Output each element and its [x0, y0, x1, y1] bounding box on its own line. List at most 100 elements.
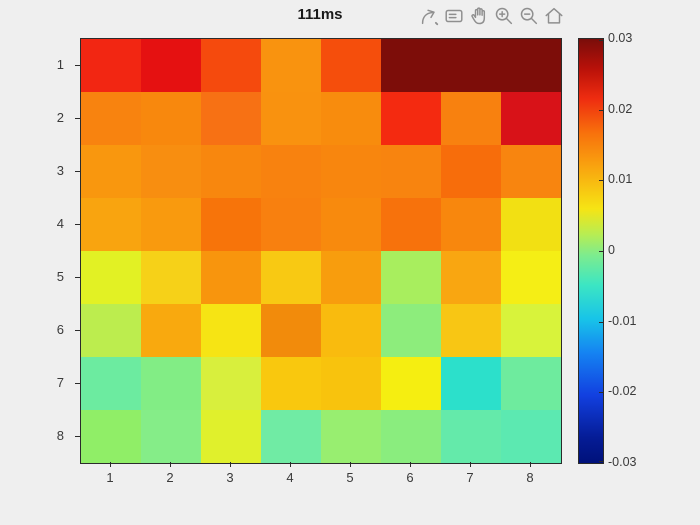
home-icon[interactable] — [543, 5, 565, 27]
heatmap-cell — [441, 304, 501, 357]
export-icon[interactable] — [418, 5, 440, 27]
x-tick-label: 7 — [440, 462, 500, 486]
heatmap-cell — [261, 304, 321, 357]
heatmap-cell — [81, 145, 141, 198]
y-tick-label: 7 — [44, 356, 80, 409]
heatmap-cell — [261, 39, 321, 92]
heatmap-cell — [141, 92, 201, 145]
heatmap-grid[interactable] — [80, 38, 562, 464]
heatmap-cell — [261, 92, 321, 145]
figure-toolbar — [418, 5, 565, 27]
heatmap-cell — [141, 410, 201, 463]
heatmap-cell — [441, 92, 501, 145]
heatmap-cell — [261, 410, 321, 463]
heatmap-cell — [201, 304, 261, 357]
heatmap-cell — [381, 357, 441, 410]
x-tick-label: 4 — [260, 462, 320, 486]
pan-icon[interactable] — [468, 5, 490, 27]
heatmap-cell — [321, 145, 381, 198]
heatmap-cell — [501, 92, 561, 145]
x-tick-label: 8 — [500, 462, 560, 486]
chart-title: 111ms — [297, 6, 343, 23]
heatmap-cell — [141, 145, 201, 198]
heatmap-cell — [321, 251, 381, 304]
heatmap-cell — [381, 251, 441, 304]
colorbar-tick-mark — [599, 321, 603, 323]
heatmap-cell — [141, 39, 201, 92]
colorbar-tick-label: 0.02 — [608, 101, 633, 116]
colorbar-tick-mark — [599, 461, 603, 462]
colorbar-tick-label: -0.02 — [608, 384, 637, 399]
heatmap-cell — [141, 251, 201, 304]
y-tick-label: 4 — [44, 197, 80, 250]
y-tick-label: 8 — [44, 409, 80, 462]
heatmap-cell — [261, 357, 321, 410]
x-tick-label: 1 — [80, 462, 140, 486]
heatmap-cell — [201, 198, 261, 251]
heatmap-cell — [261, 145, 321, 198]
heatmap-cell — [441, 39, 501, 92]
heatmap-cell — [81, 251, 141, 304]
heatmap-cell — [321, 39, 381, 92]
heatmap-cell — [321, 357, 381, 410]
heatmap-cell — [441, 357, 501, 410]
heatmap-cell — [321, 92, 381, 145]
heatmap-cell — [81, 198, 141, 251]
colorbar-tick-mark — [599, 40, 603, 41]
heatmap-cell — [501, 251, 561, 304]
colorbar-ticks: 0.03 0.02 0.01 0 -0.01 -0.02 -0.03 — [608, 31, 658, 469]
heatmap-cell — [201, 357, 261, 410]
heatmap-cell — [261, 198, 321, 251]
heatmap-cell — [201, 92, 261, 145]
heatmap-cell — [321, 198, 381, 251]
heatmap-cell — [141, 304, 201, 357]
heatmap-cell — [441, 198, 501, 251]
heatmap-cell — [201, 251, 261, 304]
heatmap-cell — [201, 145, 261, 198]
heatmap-cell — [381, 198, 441, 251]
colorbar-tick-mark — [599, 392, 603, 394]
heatmap-cell — [201, 410, 261, 463]
heatmap-cell — [321, 410, 381, 463]
x-tick-label: 2 — [140, 462, 200, 486]
heatmap-cell — [81, 92, 141, 145]
y-tick-label: 1 — [44, 38, 80, 91]
heatmap-cell — [501, 145, 561, 198]
heatmap-cell — [501, 39, 561, 92]
heatmap-cell — [261, 251, 321, 304]
zoom-in-icon[interactable] — [493, 5, 515, 27]
heatmap-cell — [141, 198, 201, 251]
heatmap-cell — [441, 410, 501, 463]
heatmap-cell — [81, 357, 141, 410]
colorbar-tick-label: -0.03 — [608, 455, 637, 469]
heatmap-cell — [81, 410, 141, 463]
edit-plot-icon[interactable] — [443, 5, 465, 27]
y-tick-label: 6 — [44, 303, 80, 356]
zoom-out-icon[interactable] — [518, 5, 540, 27]
colorbar — [578, 38, 604, 464]
heatmap-cell — [381, 410, 441, 463]
x-tick-label: 5 — [320, 462, 380, 486]
colorbar-tick-mark — [599, 251, 603, 252]
heatmap-cell — [501, 357, 561, 410]
heatmap-cell — [81, 304, 141, 357]
colorbar-tick-label: 0 — [608, 243, 615, 257]
y-tick-label: 5 — [44, 250, 80, 303]
heatmap-cell — [381, 304, 441, 357]
heatmap-cell — [81, 39, 141, 92]
colorbar-tick-mark — [599, 180, 603, 182]
heatmap-cell — [381, 145, 441, 198]
heatmap-cell — [501, 410, 561, 463]
colorbar-tick-label: 0.01 — [608, 172, 633, 187]
heatmap-cell — [501, 198, 561, 251]
heatmap-cell — [381, 92, 441, 145]
heatmap-cell — [201, 39, 261, 92]
heatmap-cell — [321, 304, 381, 357]
y-tick-label: 3 — [44, 144, 80, 197]
heatmap-cell — [501, 304, 561, 357]
x-tick-label: 6 — [380, 462, 440, 486]
heatmap-cell — [141, 357, 201, 410]
colorbar-tick-mark — [599, 109, 603, 111]
